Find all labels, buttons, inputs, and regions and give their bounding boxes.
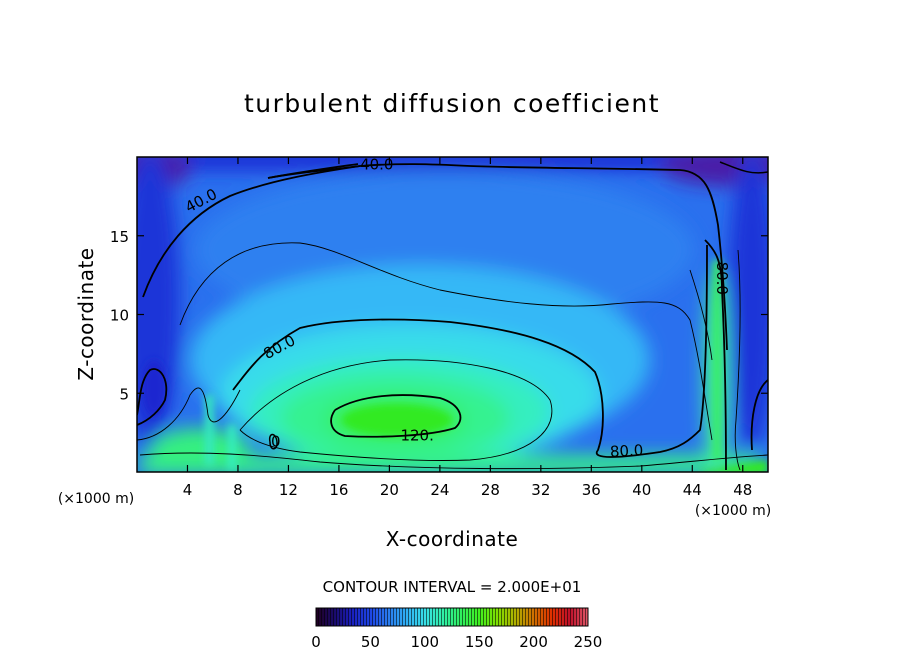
colorbar: 0 50 100 150 200 250 (311, 607, 602, 651)
colorbar-tick-label: 250 (574, 633, 603, 651)
y-axis-title: Z-coordinate (74, 247, 98, 380)
colorbar-ticks: 0 50 100 150 200 250 (311, 633, 602, 651)
y-tick-label: 5 (119, 385, 129, 403)
contour-right-edge (750, 379, 768, 451)
contour-left-lower (137, 387, 241, 441)
y-tick-label: 15 (110, 228, 129, 246)
contour-100 (239, 359, 553, 461)
field-plume-1 (205, 395, 214, 465)
x-tick-label: 48 (733, 481, 752, 499)
x-tick-label: 16 (329, 481, 348, 499)
x-tick-label: 24 (430, 481, 449, 499)
field-left-green (150, 428, 250, 472)
contour-120 (330, 394, 462, 438)
colorbar-tick-label: 200 (519, 633, 548, 651)
x-tick-label: 8 (233, 481, 243, 499)
x-tick-label: 36 (582, 481, 601, 499)
contour-60-wiggle (689, 269, 713, 361)
x-tick-label: 12 (279, 481, 298, 499)
chart-title: turbulent diffusion coefficient (244, 89, 660, 118)
contour-40-left (142, 165, 361, 298)
contour-40-top (267, 163, 728, 351)
contour-left-plume (137, 368, 168, 426)
y-tick-label: 10 (110, 307, 129, 325)
field-right-bottom-green (700, 460, 768, 472)
contour-lines (137, 161, 768, 471)
x-axis-ticks: 4 8 12 16 20 24 28 32 36 40 44 48 (183, 157, 752, 499)
y-axis-ticks: 5 10 15 (110, 228, 768, 403)
colorbar-tick-label: 150 (465, 633, 494, 651)
x-tick-label: 28 (481, 481, 500, 499)
contour-80 (232, 244, 708, 458)
colorbar-stripes (316, 608, 588, 626)
field-right-blue (728, 157, 768, 450)
x-unit-left: (×1000 m) (58, 491, 134, 507)
contour-right-outer (704, 239, 727, 471)
x-unit-right: (×1000 m) (695, 503, 771, 519)
colorbar-tick-label: 0 (311, 633, 321, 651)
x-tick-label: 40 (632, 481, 651, 499)
field-left-dark-pocket (142, 360, 166, 416)
x-tick-label: 4 (183, 481, 193, 499)
contour-60 (179, 242, 713, 441)
field-top-band (137, 157, 768, 170)
contour-label: 120. (400, 426, 433, 444)
contour-label: 40.0 (360, 155, 393, 173)
contour-label: 80.0 (609, 441, 643, 461)
x-axis-title: X-coordinate (386, 527, 519, 551)
contour-top-right (719, 161, 768, 174)
x-tick-label: 32 (531, 481, 550, 499)
contour-bottom (139, 452, 768, 470)
contour-right-inner (734, 249, 741, 471)
field-detail (142, 260, 768, 472)
contour-small-oval (268, 433, 278, 450)
contour-interval-label: CONTOUR INTERVAL = 2.000E+01 (323, 578, 582, 596)
colorbar-tick-label: 100 (410, 633, 439, 651)
x-tick-label: 20 (380, 481, 399, 499)
field-core-bright (342, 404, 452, 436)
contour-label: 0 (271, 433, 281, 451)
colorbar-tick-label: 50 (361, 633, 380, 651)
x-tick-label: 44 (683, 481, 702, 499)
field-right-green-column (713, 260, 721, 460)
contour-top-streak (267, 163, 359, 179)
contour-label: 80.0 (713, 262, 731, 295)
field-plume-2 (228, 425, 236, 470)
colorbar-frame (315, 607, 589, 627)
